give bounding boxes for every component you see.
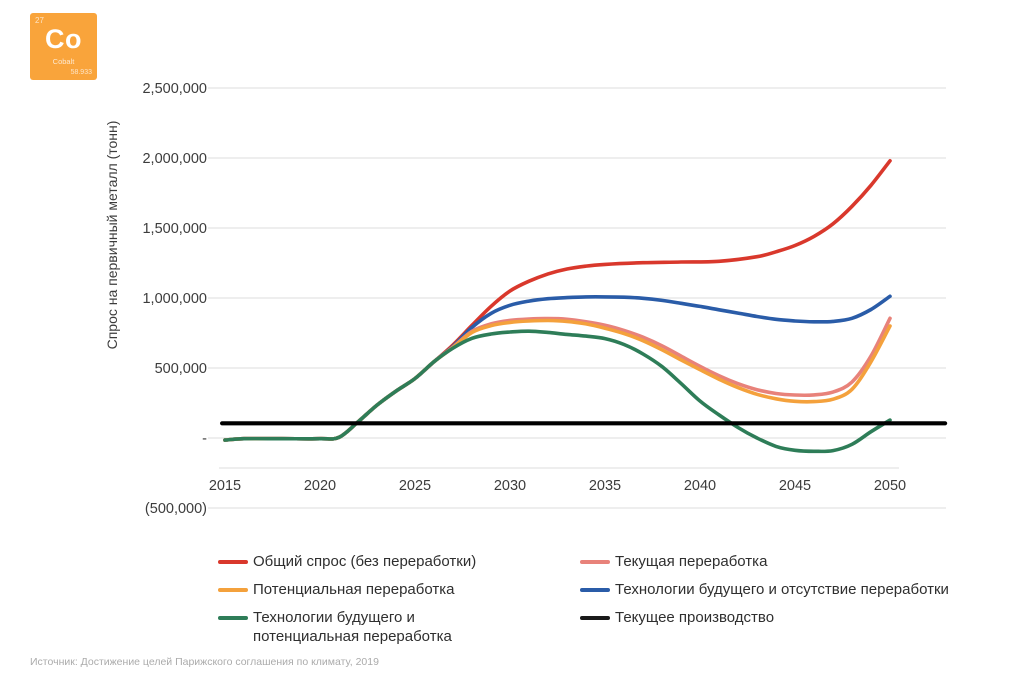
atomic-mass: 58.933 — [70, 69, 92, 76]
element-symbol: Co — [45, 24, 82, 54]
x-tick-label: 2035 — [589, 478, 621, 494]
x-tick-label: 2020 — [304, 478, 336, 494]
y-tick-label: - — [202, 431, 207, 447]
legend-item-potential-recycling: Потенциальная переработка — [218, 580, 558, 599]
legend-item-current-recycling: Текущая переработка — [580, 552, 1000, 571]
legend-column-left: Общий спрос (без переработки) Потенциаль… — [218, 552, 558, 655]
legend-label: Общий спрос (без переработки) — [253, 553, 477, 570]
element-card-cobalt: 27 Co Cobalt 58.933 — [30, 13, 97, 80]
y-tick-label: 2,000,000 — [142, 151, 207, 167]
legend-label: Текущее производство — [615, 609, 775, 626]
x-tick-label: 2015 — [209, 478, 241, 494]
legend-label: Текущая переработка — [615, 553, 768, 570]
legend-item-future-tech-no-recycling: Технологии будущего и отсутствие перераб… — [580, 580, 1000, 599]
x-tick-label: 2025 — [399, 478, 431, 494]
x-tick-label: 2040 — [684, 478, 716, 494]
y-tick-label: 1,000,000 — [142, 291, 207, 307]
black-line-swatch — [580, 616, 610, 620]
series-line-total-demand — [223, 159, 892, 442]
x-tick-label: 2050 — [874, 478, 906, 494]
x-tick-label: 2030 — [494, 478, 526, 494]
series-line-future-tech-potential-recycling — [223, 329, 892, 454]
y-axis-title: Спрос на первичный металл (тонн) — [104, 121, 120, 350]
orange-line-swatch — [218, 588, 248, 592]
blue-line-swatch — [580, 588, 610, 592]
x-tick-label: 2045 — [779, 478, 811, 494]
legend-label: Технологии будущего и отсутствие перераб… — [615, 581, 949, 598]
y-tick-label: 2,500,000 — [142, 81, 207, 97]
legend-label: Технологии будущего и потенциальная пере… — [253, 609, 452, 645]
element-name: Cobalt — [52, 57, 75, 66]
y-tick-label: 1,500,000 — [142, 221, 207, 237]
legend-item-total-demand: Общий спрос (без переработки) — [218, 552, 558, 571]
legend-column-right: Текущая переработка Технологии будущего … — [580, 552, 1000, 636]
source-note: Источник: Достижение целей Парижского со… — [30, 656, 379, 668]
salmon-line-swatch — [580, 560, 610, 564]
atomic-number: 27 — [35, 16, 44, 25]
legend-item-current-production: Текущее производство — [580, 608, 1000, 627]
y-tick-label: 500,000 — [155, 361, 207, 377]
legend-label: Потенциальная переработка — [253, 581, 455, 598]
y-tick-label: (500,000) — [145, 501, 207, 517]
green-line-swatch — [218, 616, 248, 620]
legend-item-future-tech-potential-recycling: Технологии будущего и потенциальная пере… — [218, 608, 558, 646]
red-line-swatch — [218, 560, 248, 564]
